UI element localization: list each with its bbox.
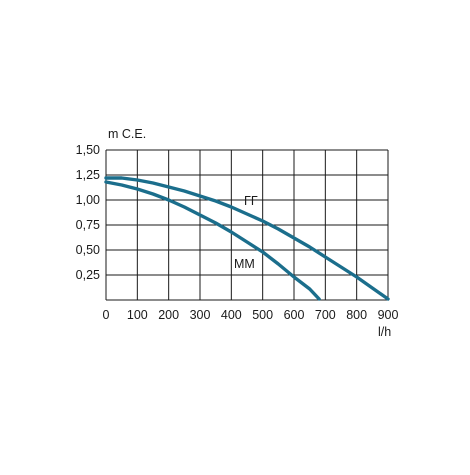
series-line-0 <box>104 176 390 301</box>
x-tick-label: 500 <box>252 308 273 322</box>
y-tick-label: 1,50 <box>76 143 100 157</box>
x-tick-label: 900 <box>378 308 399 322</box>
y-tick-label: 1,00 <box>76 193 100 207</box>
y-axis-title: m C.E. <box>108 127 146 141</box>
series-line-1 <box>104 180 321 301</box>
x-tick-label: 600 <box>284 308 305 322</box>
x-tick-label: 300 <box>190 308 211 322</box>
curves <box>104 176 390 301</box>
x-tick-label: 100 <box>127 308 148 322</box>
x-tick-label: 700 <box>315 308 336 322</box>
y-tick-label: 1,25 <box>76 168 100 182</box>
x-tick-label: 800 <box>346 308 367 322</box>
series-label-gg: ΓΓ <box>244 194 258 208</box>
x-tick-label: 0 <box>103 308 110 322</box>
series-label-mm: MM <box>234 257 255 271</box>
y-tick-label: 0,25 <box>76 268 100 282</box>
x-axis-title: l/h <box>378 325 391 339</box>
y-tick-label: 0,50 <box>76 243 100 257</box>
y-tick-label: 0,75 <box>76 218 100 232</box>
tick-labels: 0 100 200 300 400 500 600 700 800 900 0,25 0,50 0,75… <box>76 143 399 322</box>
x-tick-label: 200 <box>158 308 179 322</box>
x-tick-label: 400 <box>221 308 242 322</box>
grid <box>105 149 389 301</box>
